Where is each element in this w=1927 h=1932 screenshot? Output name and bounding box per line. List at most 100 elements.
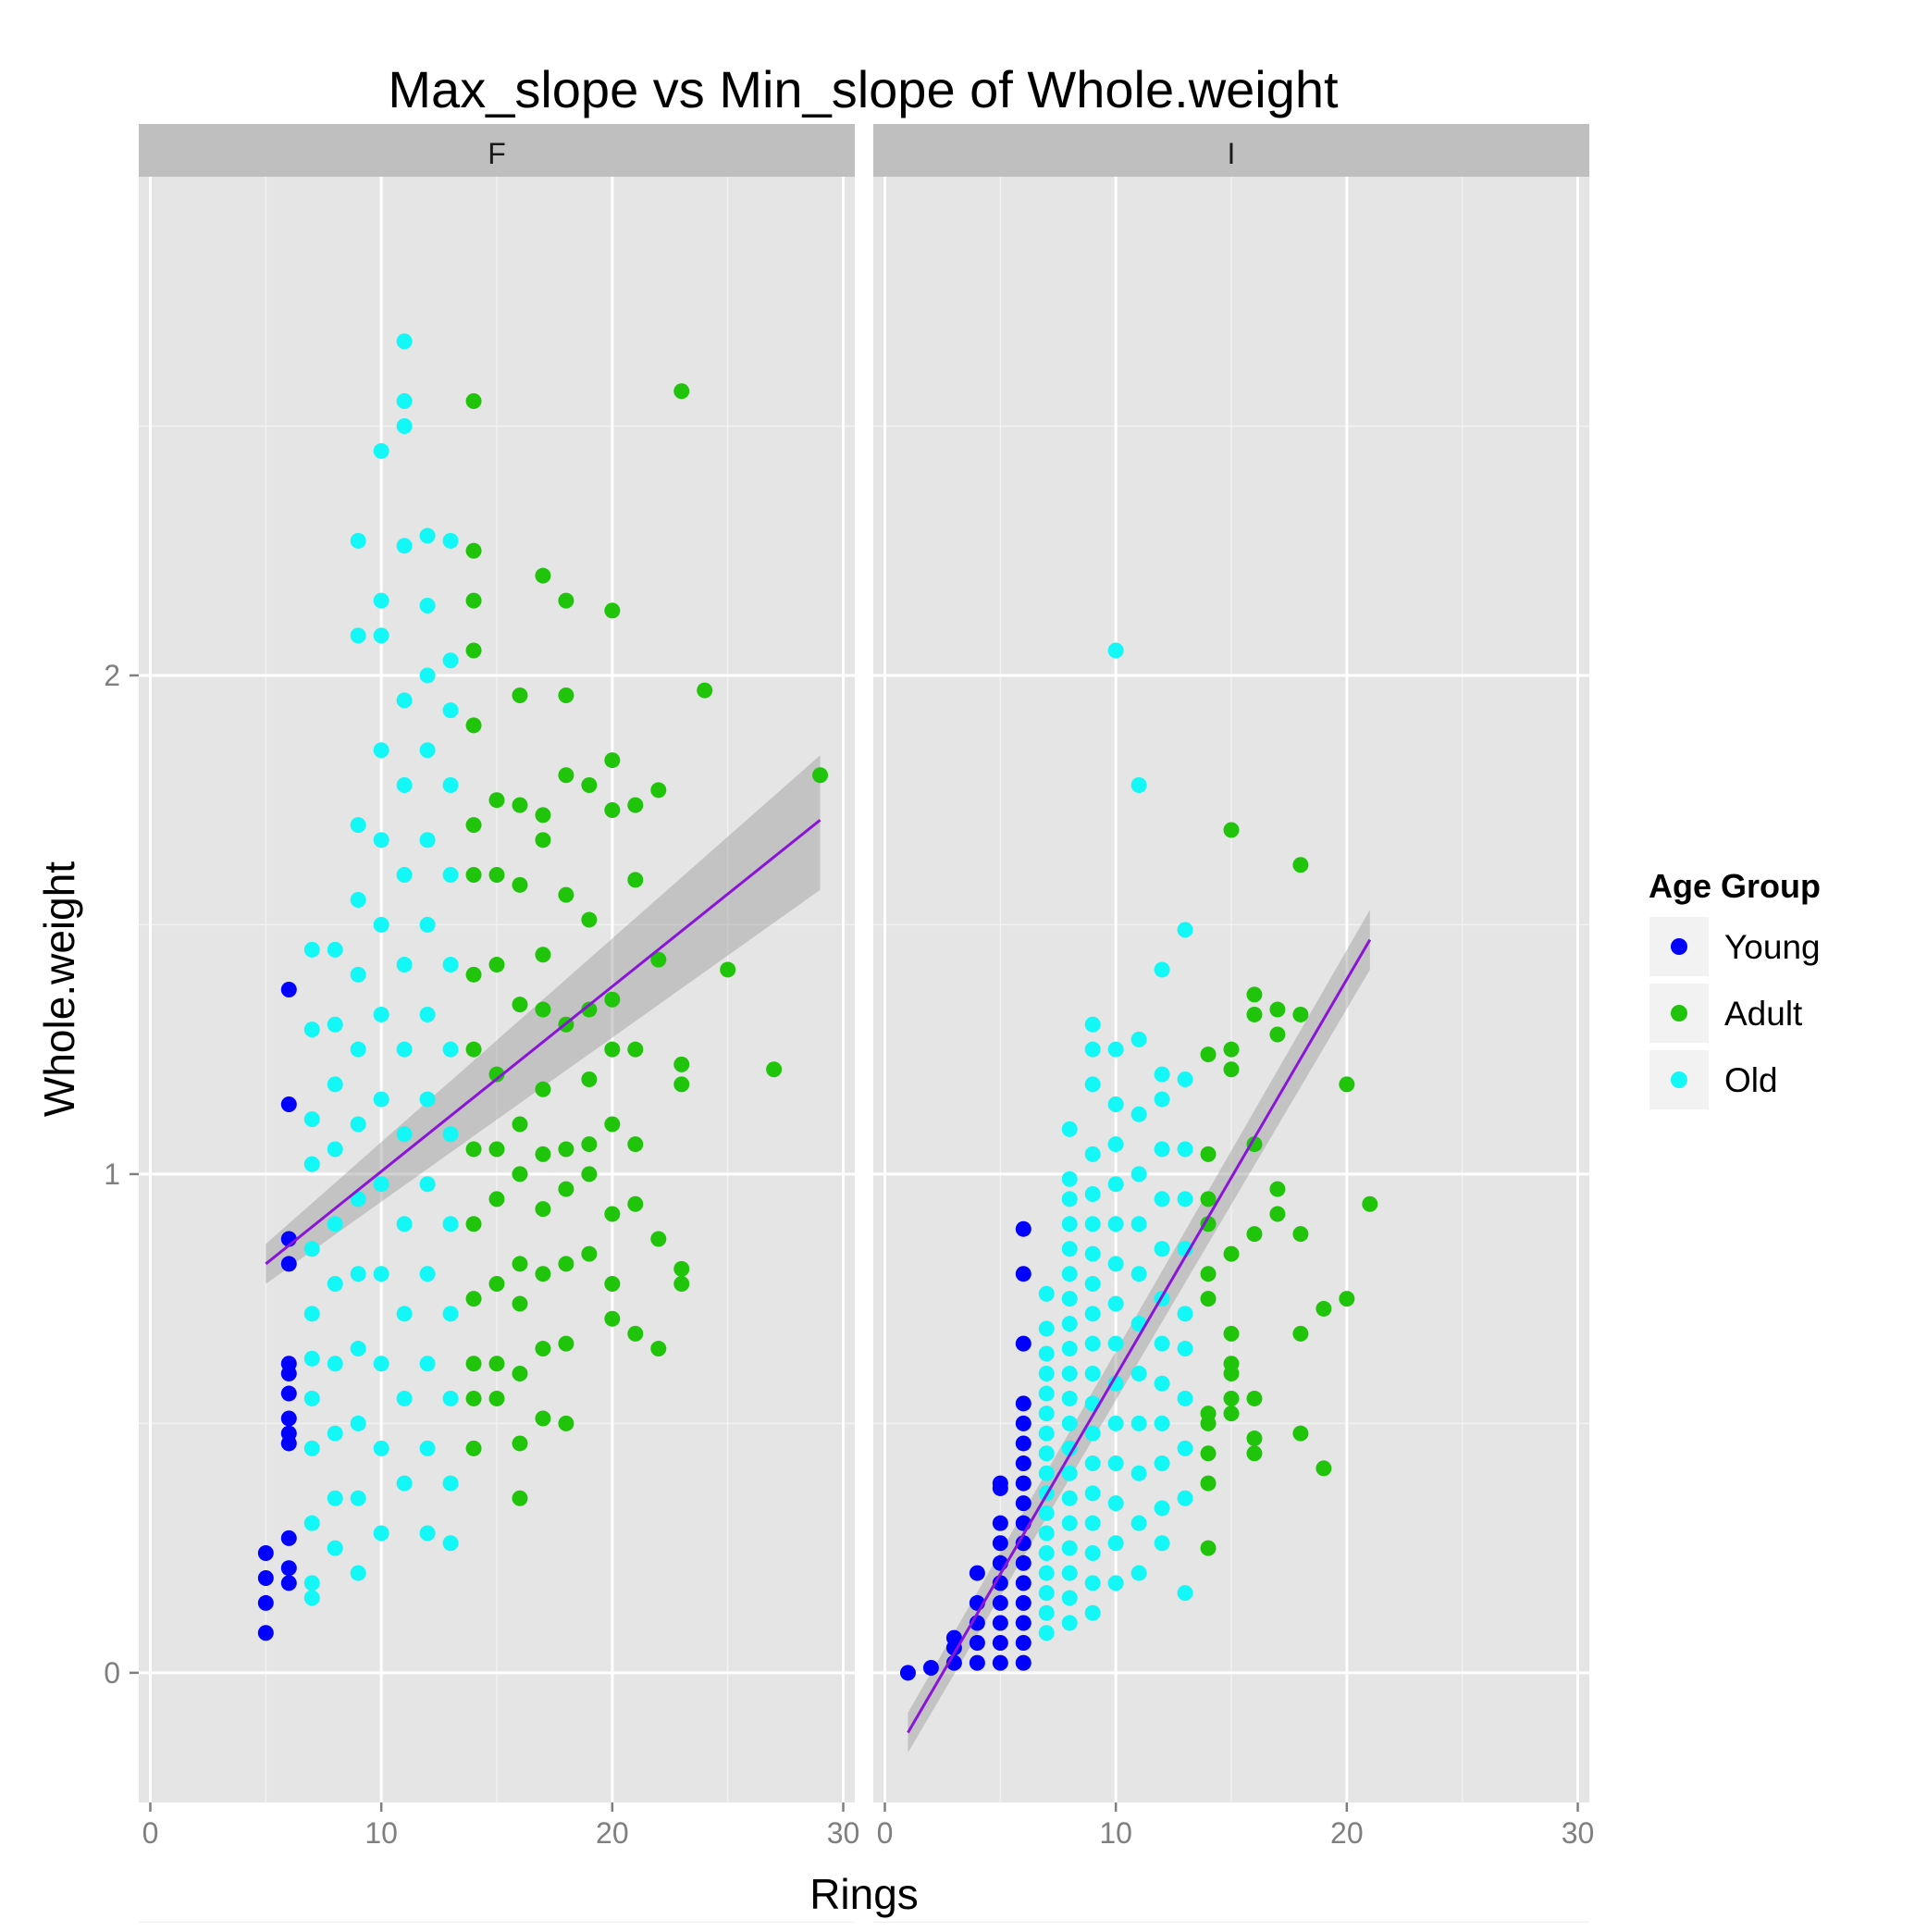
data-point-old <box>1154 1415 1170 1431</box>
data-point-adult <box>488 792 505 809</box>
data-point-old <box>1130 777 1147 794</box>
data-point-young <box>992 1594 1008 1611</box>
data-point-old <box>303 1022 320 1038</box>
data-point-old <box>373 1356 389 1372</box>
data-point-adult <box>1246 1136 1263 1153</box>
data-point-old <box>1038 1406 1055 1422</box>
data-point-old <box>350 1341 366 1357</box>
data-point-adult <box>465 542 482 559</box>
data-point-old <box>1061 1341 1078 1357</box>
data-point-old <box>350 966 366 983</box>
data-point-adult <box>488 957 505 973</box>
data-point-old <box>1061 1540 1078 1556</box>
data-point-old <box>327 1490 343 1506</box>
data-point-old <box>1154 1500 1170 1517</box>
data-point-old <box>1084 1515 1101 1531</box>
data-point-old <box>442 652 459 669</box>
data-point-old <box>373 627 389 644</box>
data-point-adult <box>604 801 621 818</box>
data-point-old <box>1061 1291 1078 1307</box>
data-point-old <box>1177 1191 1193 1208</box>
facet-label-f: F <box>488 137 506 170</box>
data-point-adult <box>581 911 598 928</box>
data-point-adult <box>535 1410 551 1427</box>
data-point-adult <box>1200 1266 1217 1282</box>
data-point-old <box>1154 1066 1170 1083</box>
data-point-old <box>373 1266 389 1282</box>
data-point-old <box>1061 1316 1078 1332</box>
data-point-adult <box>1223 822 1240 838</box>
data-point-old <box>1130 1365 1147 1381</box>
data-point-old <box>1084 1016 1101 1033</box>
data-point-young <box>992 1635 1008 1652</box>
data-point-adult <box>604 1310 621 1327</box>
data-point-adult <box>1200 1046 1217 1063</box>
data-point-adult <box>1292 1006 1309 1022</box>
data-point-adult <box>627 1041 644 1058</box>
data-point-adult <box>1292 1425 1309 1442</box>
data-point-old <box>396 1041 413 1058</box>
data-point-adult <box>1200 1540 1217 1556</box>
data-point-adult <box>673 383 690 400</box>
data-point-old <box>303 1515 320 1531</box>
data-point-adult <box>512 1295 528 1312</box>
facet-strip-i <box>873 124 1589 177</box>
data-point-adult <box>1200 1146 1217 1162</box>
data-point-old <box>442 702 459 719</box>
data-point-old <box>1038 1604 1055 1621</box>
data-point-old <box>419 1176 436 1193</box>
data-point-old <box>1107 1495 1124 1512</box>
data-point-young <box>280 1425 297 1442</box>
data-point-old <box>442 1216 459 1232</box>
data-point-old <box>1061 1170 1078 1187</box>
data-point-old <box>327 1216 343 1232</box>
data-point-adult <box>1200 1216 1217 1232</box>
data-point-adult <box>1223 1245 1240 1262</box>
data-point-old <box>1061 1490 1078 1506</box>
data-point-old <box>303 1350 320 1367</box>
data-point-old <box>396 1475 413 1492</box>
facet-label-i: I <box>1228 137 1236 170</box>
data-point-adult <box>558 592 574 609</box>
data-point-old <box>419 667 436 684</box>
x-tick-label: 30 <box>1562 1816 1595 1850</box>
data-point-old <box>350 817 366 834</box>
data-point-old <box>1107 1415 1124 1431</box>
data-point-old <box>1154 1375 1170 1392</box>
data-point-old <box>1177 1440 1193 1456</box>
data-point-old <box>1107 1176 1124 1193</box>
data-point-adult <box>1269 1026 1286 1043</box>
data-point-old <box>1130 1565 1147 1581</box>
data-point-adult <box>1246 986 1263 1003</box>
data-point-adult <box>1292 1226 1309 1243</box>
data-point-old <box>1084 1216 1101 1232</box>
data-point-adult <box>812 767 829 784</box>
data-point-adult <box>650 1231 667 1247</box>
data-point-old <box>1084 1146 1101 1162</box>
data-point-adult <box>581 777 598 794</box>
data-point-adult <box>673 1260 690 1277</box>
data-point-adult <box>604 1206 621 1222</box>
legend-label-adult: Adult <box>1724 995 1803 1033</box>
data-point-adult <box>604 991 621 1008</box>
data-point-old <box>1038 1320 1055 1337</box>
data-point-adult <box>581 1001 598 1018</box>
data-point-adult <box>1200 1406 1217 1422</box>
data-point-old <box>396 957 413 973</box>
data-point-adult <box>1223 1356 1240 1372</box>
data-point-adult <box>766 1061 783 1078</box>
data-point-adult <box>558 1181 574 1197</box>
data-point-adult <box>465 592 482 609</box>
chart-title: Max_slope vs Min_slope of Whole.weight <box>388 60 1339 118</box>
data-point-old <box>1130 1106 1147 1122</box>
data-point-adult <box>558 687 574 704</box>
data-point-adult <box>650 1341 667 1357</box>
data-point-old <box>1107 1455 1124 1472</box>
data-point-adult <box>558 1335 574 1352</box>
data-point-old <box>1061 1515 1078 1531</box>
data-point-adult <box>512 1116 528 1133</box>
legend: Age Group Young Adult Old <box>1648 867 1821 1111</box>
data-point-young <box>280 1560 297 1577</box>
data-point-young <box>969 1654 985 1671</box>
data-point-old <box>1107 1216 1124 1232</box>
